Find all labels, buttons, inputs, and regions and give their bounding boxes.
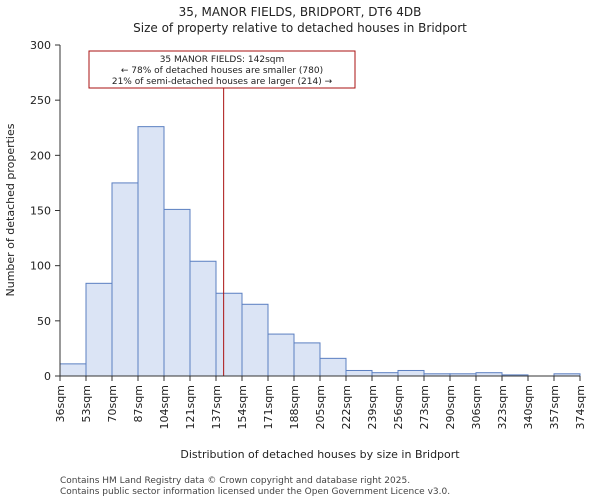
x-tick-label: 53sqm bbox=[80, 385, 93, 422]
chart-subtitle: Size of property relative to detached ho… bbox=[133, 21, 467, 35]
x-tick-label: 121sqm bbox=[184, 385, 197, 429]
histogram-bar bbox=[397, 369, 425, 377]
x-tick-label: 87sqm bbox=[132, 385, 145, 422]
histogram-bar bbox=[345, 369, 373, 377]
x-axis-ticks: 36sqm 53sqm 70sqm 87sqm 104sqm 121sqm 137sqm 15… bbox=[54, 376, 587, 429]
x-tick-label: 306sqm bbox=[470, 385, 483, 429]
x-tick-label: 323sqm bbox=[496, 385, 509, 429]
y-tick-label: 100 bbox=[30, 260, 51, 273]
y-axis-ticks: 0 50 100 150 200 250 300 bbox=[30, 39, 60, 383]
bars bbox=[59, 126, 581, 377]
x-tick-label: 188sqm bbox=[288, 385, 301, 429]
x-axis-label: Distribution of detached houses by size … bbox=[180, 448, 460, 461]
x-tick-label: 36sqm bbox=[54, 385, 67, 422]
x-tick-label: 154sqm bbox=[236, 385, 249, 429]
x-tick-label: 239sqm bbox=[366, 385, 379, 429]
y-tick-label: 150 bbox=[30, 205, 51, 218]
x-tick-label: 256sqm bbox=[392, 385, 405, 429]
y-tick-label: 50 bbox=[37, 315, 51, 328]
histogram-bar bbox=[137, 126, 165, 377]
footer-line-2: Contains public sector information licen… bbox=[60, 487, 450, 497]
y-tick-label: 250 bbox=[30, 94, 51, 107]
annotation-box: 35 MANOR FIELDS: 142sqm ← 78% of detache… bbox=[88, 50, 356, 89]
x-tick-label: 273sqm bbox=[418, 385, 431, 429]
histogram-bar bbox=[267, 333, 295, 377]
chart-title: 35, MANOR FIELDS, BRIDPORT, DT6 4DB bbox=[179, 5, 422, 19]
x-tick-label: 70sqm bbox=[106, 385, 119, 422]
histogram-bar bbox=[319, 357, 347, 377]
x-tick-label: 340sqm bbox=[522, 385, 535, 429]
x-tick-label: 357sqm bbox=[548, 385, 561, 429]
annotation-line-1: 35 MANOR FIELDS: 142sqm bbox=[160, 55, 285, 65]
annotation-frame bbox=[88, 50, 356, 89]
histogram-bar bbox=[215, 292, 243, 377]
y-tick-label: 0 bbox=[44, 370, 51, 383]
x-tick-label: 290sqm bbox=[444, 385, 457, 429]
histogram-bar bbox=[59, 363, 87, 377]
histogram-bar bbox=[293, 342, 321, 377]
x-tick-label: 205sqm bbox=[314, 385, 327, 429]
x-tick-label: 137sqm bbox=[210, 385, 223, 429]
annotation-line-3: 21% of semi-detached houses are larger (… bbox=[112, 77, 333, 87]
y-axis-label: Number of detached properties bbox=[4, 123, 17, 296]
histogram-bar bbox=[189, 260, 217, 377]
x-tick-label: 104sqm bbox=[158, 385, 171, 429]
histogram-bar bbox=[163, 208, 191, 377]
histogram-bar bbox=[111, 182, 139, 377]
y-tick-label: 300 bbox=[30, 39, 51, 52]
histogram-bar bbox=[85, 282, 113, 377]
histogram-bar bbox=[241, 303, 269, 377]
x-tick-label: 171sqm bbox=[262, 385, 275, 429]
y-tick-label: 200 bbox=[30, 149, 51, 162]
x-tick-label: 374sqm bbox=[574, 385, 587, 429]
footer-line-1: Contains HM Land Registry data © Crown c… bbox=[60, 476, 410, 486]
x-tick-label: 222sqm bbox=[340, 385, 353, 429]
annotation-line-2: ← 78% of detached houses are smaller (78… bbox=[121, 66, 323, 76]
